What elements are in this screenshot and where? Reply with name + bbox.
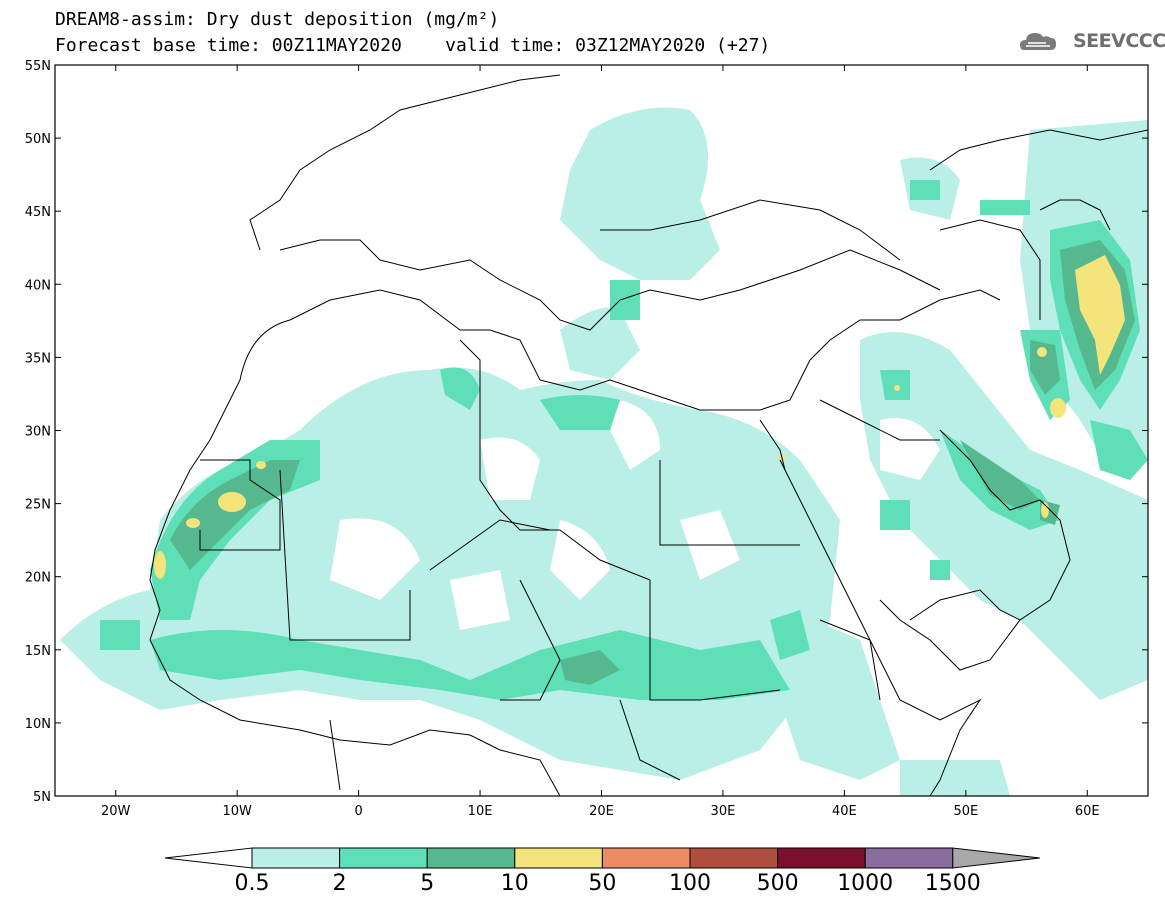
lon-tick-label: 20E (589, 804, 614, 819)
lon-tick-label: 10W (222, 804, 252, 819)
lat-tick-label: 15N (25, 644, 51, 659)
lat-tick-label: 30N (25, 425, 51, 440)
lat-tick-label: 35N (25, 351, 51, 366)
lat-tick-label: 40N (25, 278, 51, 293)
colorbar-level-label: 0.5 (235, 871, 270, 896)
lat-tick-label: 50N (25, 132, 51, 147)
lat-tick-label: 45N (25, 205, 51, 220)
lon-tick-label: 20W (101, 804, 131, 819)
colorbar-swatch (864, 847, 954, 869)
colorbar-under-triangle (164, 847, 253, 869)
colorbar-level-label: 1500 (925, 871, 981, 896)
coastlines-and-borders (149, 74, 1148, 796)
deposition-level-4 (154, 255, 1125, 579)
lat-tick-label: 55N (25, 59, 51, 74)
colorbar-swatch (514, 847, 603, 869)
lon-tick-label: 10E (468, 804, 493, 819)
colorbar-swatch (601, 847, 691, 869)
lat-tick-label: 20N (25, 571, 51, 586)
colorbar-swatch (251, 847, 341, 869)
colorbar-swatch (689, 847, 779, 869)
colorbar-swatch (339, 847, 428, 869)
longitude-ticks: 20W 10W 0 10E 20E 30E 40E 50E 60E (101, 65, 1100, 819)
lat-tick-label: 25N (25, 498, 51, 513)
colorbar-level-label: 100 (669, 871, 711, 896)
colorbar-over-triangle (952, 847, 1040, 869)
map-title: DREAM8-assim: Dry dust deposition (mg/m²… (55, 9, 500, 30)
lat-tick-label: 5N (33, 790, 51, 805)
colorbar-level-label: 500 (757, 871, 799, 896)
logo-text: SEEVCCC (1073, 30, 1165, 52)
cloud-logo-icon (1020, 33, 1056, 50)
lon-tick-label: 60E (1075, 804, 1100, 819)
lon-tick-label: 50E (953, 804, 978, 819)
colorbar-level-label: 50 (588, 871, 616, 896)
colorbar-level-label: 5 (420, 871, 434, 896)
colorbar-swatch (777, 847, 866, 869)
colorbar-level-label: 1000 (837, 871, 893, 896)
colorbar-level-label: 2 (333, 871, 347, 896)
colorbar: 0.5 2 5 10 50 100 500 1000 1500 (164, 847, 1040, 896)
lon-tick-label: 0 (354, 804, 362, 819)
colorbar-swatch (426, 847, 516, 869)
deposition-field (60, 107, 1148, 796)
lat-tick-label: 10N (25, 717, 51, 732)
lon-tick-label: 40E (832, 804, 857, 819)
lon-tick-label: 30E (711, 804, 736, 819)
latitude-ticks: 55N 50N 45N 40N 35N 30N 25N 20N 15N 10N 5N (25, 59, 1148, 805)
forecast-time-subtitle: Forecast base time: 00Z11MAY2020 valid t… (55, 35, 771, 56)
colorbar-level-label: 10 (501, 871, 529, 896)
